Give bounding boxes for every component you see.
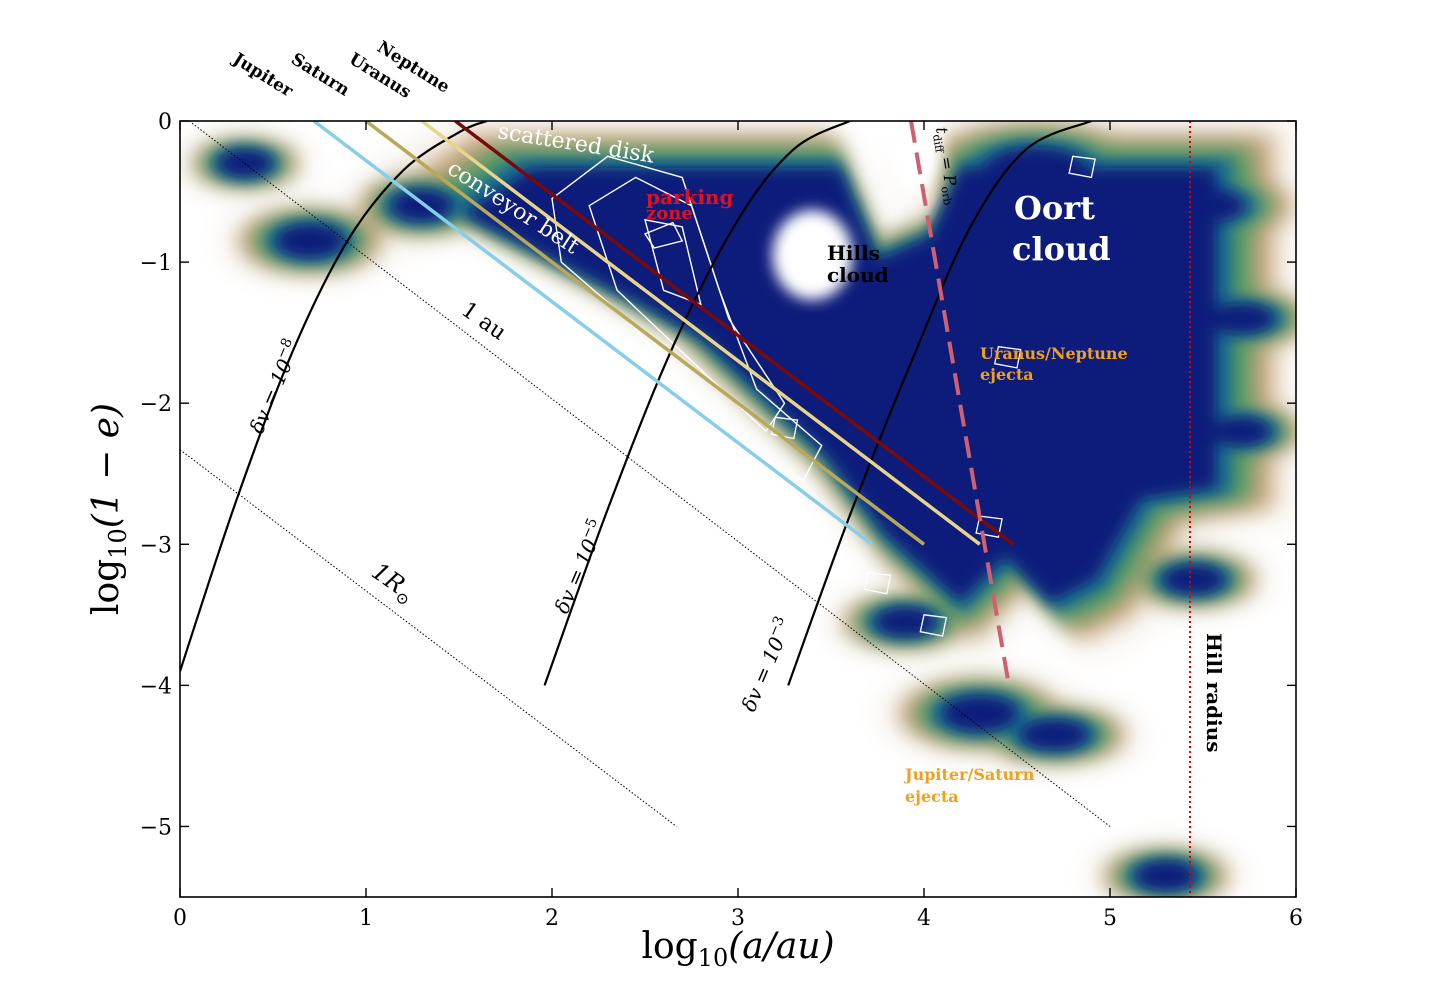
dv-curve-2 xyxy=(787,121,1092,686)
density-blob xyxy=(1161,187,1245,224)
dv-curve-0 xyxy=(180,121,488,672)
density-blob xyxy=(941,695,1018,732)
density-contour-small xyxy=(919,614,948,637)
density-blob xyxy=(1209,416,1271,447)
x-tick-label: 4 xyxy=(917,906,931,931)
reference-line-0 xyxy=(188,121,1111,827)
density-blob xyxy=(874,607,937,637)
planet-line-saturn xyxy=(364,121,926,546)
density-band xyxy=(463,168,1217,603)
density-level-4 xyxy=(217,147,1275,891)
y-tick-label: −5 xyxy=(140,815,172,840)
special-lines xyxy=(909,121,1191,897)
density-contour-1 xyxy=(588,176,786,433)
label-js-ejecta: Jupiter/Saturn xyxy=(903,765,1035,784)
label-oort-cloud: cloud xyxy=(1012,230,1111,268)
label-parking: parking xyxy=(646,185,733,209)
planet-line-neptune xyxy=(454,121,1015,546)
x-tick-label: 2 xyxy=(545,906,559,931)
x-axis-label: log10(a/au) xyxy=(641,926,834,972)
density-blob xyxy=(983,147,1088,194)
x-tick-label: 0 xyxy=(173,906,187,931)
label-hill-radius: Hill radius xyxy=(1202,633,1226,753)
density-contour-small xyxy=(975,515,1003,538)
axis-ticks: 0 1 2 3 4 5 6 0 −1 −2 −3 −4 −5 xyxy=(140,110,1303,931)
label-dv-3: δv = 10−3 xyxy=(735,614,798,715)
x-tick-label: 5 xyxy=(1103,906,1117,931)
density-contour-small xyxy=(863,571,892,595)
dv-curve-1 xyxy=(543,121,851,686)
y-tick-label: −2 xyxy=(140,392,172,417)
label-zone: zone xyxy=(646,203,693,224)
y-tick-label: 0 xyxy=(158,110,172,135)
label-dv-8: δv = 10−8 xyxy=(243,336,306,437)
planet-lines xyxy=(312,121,1015,546)
density-blob xyxy=(1162,564,1225,595)
reference-lines xyxy=(180,121,1111,827)
planet-label-saturn: Saturn xyxy=(287,49,353,100)
label-oort: Oort xyxy=(1014,189,1095,227)
x-tick-label: 3 xyxy=(731,906,745,931)
density-blob xyxy=(391,189,453,222)
dv-curves xyxy=(180,121,1092,686)
density-gap xyxy=(772,121,943,301)
label-hills-cloud: cloud xyxy=(827,263,889,287)
planet-line-jupiter xyxy=(312,121,873,546)
planet-line-uranus xyxy=(420,121,981,546)
density-contour-3 xyxy=(643,221,684,249)
y-axis-label: log10(1 − e) xyxy=(86,403,132,615)
reference-line-1 xyxy=(180,449,677,827)
density-blob xyxy=(1135,861,1197,891)
density-contours xyxy=(551,155,1096,637)
density-blob xyxy=(1019,719,1089,750)
density-contour-small xyxy=(1068,155,1096,179)
label-hills: Hills xyxy=(827,241,880,265)
y-tick-label: −1 xyxy=(140,251,172,276)
density-contour-0 xyxy=(551,155,823,482)
density-map xyxy=(180,121,1296,897)
density-blob xyxy=(1205,303,1275,334)
label-un-ejecta: Uranus/Neptune xyxy=(980,344,1128,363)
planet-label-jupiter: Jupiter xyxy=(228,48,297,102)
x-tick-label: 6 xyxy=(1289,906,1303,931)
label-un-ejecta-2: ejecta xyxy=(980,365,1034,384)
density-gap-blob xyxy=(772,210,853,301)
density-gap-blob xyxy=(886,121,943,200)
label-dv-5: δv = 10−5 xyxy=(548,516,611,617)
y-tick-label: −3 xyxy=(140,533,172,558)
label-1au: 1 au xyxy=(457,297,511,345)
y-tick-label: −4 xyxy=(140,674,172,699)
density-blob xyxy=(275,224,345,258)
x-tick-label: 1 xyxy=(359,906,373,931)
label-js-ejecta-2: ejecta xyxy=(905,787,959,806)
label-1rsun: 1R⊙ xyxy=(364,557,421,610)
density-contour-small xyxy=(993,345,1022,369)
